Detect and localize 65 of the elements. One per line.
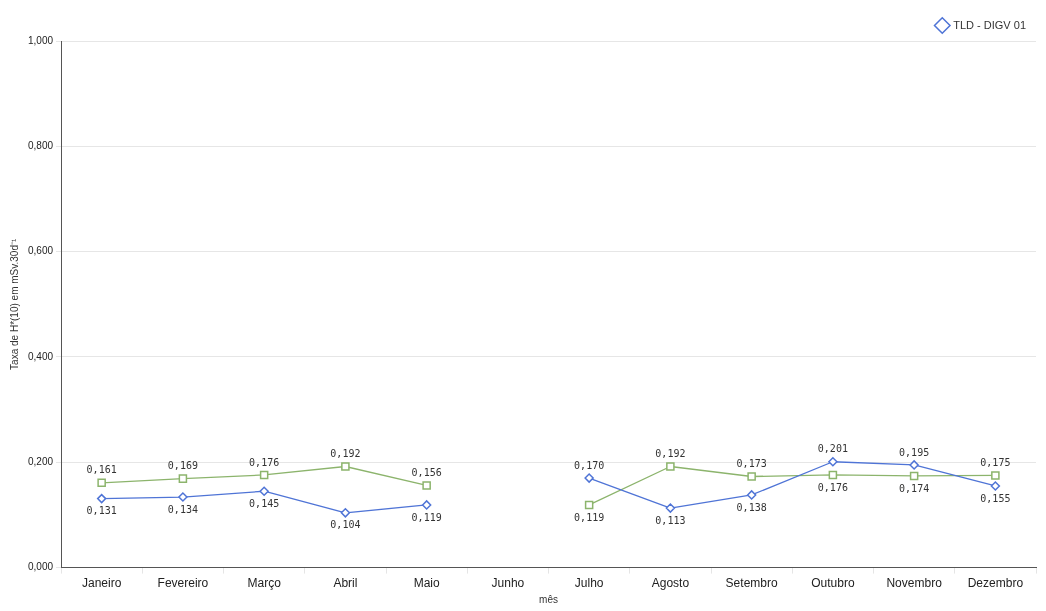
x-axis-title: mês — [539, 593, 558, 605]
point — [178, 492, 188, 502]
data-label: 0,169 — [167, 460, 198, 472]
x-tick-label: Setembro — [725, 576, 778, 591]
data-label: 0,176 — [817, 481, 848, 493]
point — [828, 457, 838, 467]
data-label: 0,104 — [330, 519, 361, 531]
point — [178, 474, 188, 483]
x-tick-label: Novembro — [886, 576, 943, 591]
data-label: 0,175 — [980, 457, 1011, 469]
y-tick-label: 0,000 — [27, 561, 54, 573]
data-label: 0,161 — [86, 464, 117, 476]
point — [97, 478, 106, 488]
point — [828, 470, 838, 480]
data-label: 0,170 — [574, 459, 605, 471]
data-label: 0,173 — [736, 458, 767, 470]
data-label: 0,192 — [655, 448, 686, 460]
x-tick-label: Julho — [574, 576, 604, 591]
data-label: 0,131 — [86, 505, 117, 517]
data-label: 0,145 — [249, 497, 280, 509]
y-tick-label: 1,000 — [27, 34, 54, 46]
data-label: 0,155 — [980, 492, 1011, 504]
point — [990, 481, 1001, 491]
data-label: 0,119 — [411, 511, 442, 523]
x-tick-label: Janeiro — [81, 576, 122, 591]
data-label: 0,156 — [411, 467, 442, 479]
y-tick-label: 0,200 — [27, 456, 54, 468]
point — [665, 503, 676, 513]
point — [259, 486, 269, 496]
data-label: 0,195 — [899, 446, 930, 458]
legend-label: TLD - DIGV 01 — [953, 18, 1027, 31]
point — [584, 500, 594, 510]
point — [666, 462, 675, 471]
x-tick-label: Agosto — [651, 576, 690, 591]
y-axis-title: Taxa de H*(10) em mSv.30d⁻¹ — [8, 238, 20, 370]
point — [584, 473, 594, 483]
point — [747, 472, 756, 481]
data-label: 0,176 — [249, 456, 280, 468]
data-label: 0,134 — [167, 503, 198, 515]
x-tick-label: Outubro — [811, 576, 855, 591]
data-label: 0,201 — [817, 443, 848, 455]
point — [259, 470, 269, 480]
data-label: 0,192 — [330, 448, 361, 460]
point — [341, 462, 350, 471]
x-tick-label: Junho — [491, 576, 525, 591]
x-tick-label: Dezembro — [967, 576, 1024, 591]
y-tick-label: 0,600 — [27, 245, 54, 257]
x-tick-label: Março — [247, 576, 282, 591]
point — [422, 481, 431, 490]
point — [421, 500, 432, 510]
x-tick-label: Fevereiro — [157, 576, 209, 591]
point — [909, 460, 919, 470]
x-tick-label: Maio — [413, 576, 440, 591]
point — [96, 493, 107, 504]
data-label: 0,138 — [736, 501, 767, 513]
point — [991, 471, 1000, 480]
y-tick-label: 0,400 — [27, 350, 54, 362]
data-label: 0,113 — [655, 514, 686, 526]
point — [909, 471, 919, 481]
point — [746, 490, 757, 500]
data-label: 0,119 — [574, 511, 605, 523]
data-label: 0,174 — [899, 482, 930, 494]
point — [340, 508, 351, 518]
y-tick-label: 0,800 — [27, 140, 54, 152]
x-tick-label: Abril — [333, 576, 358, 591]
